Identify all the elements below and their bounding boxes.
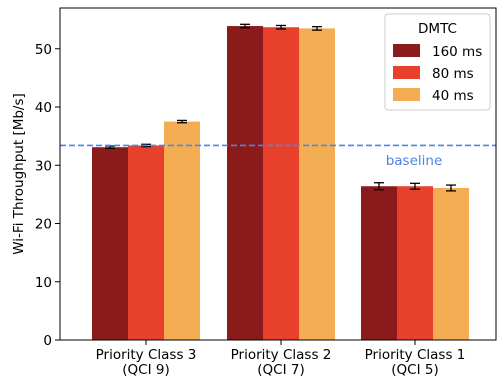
y-tick-label: 0 xyxy=(43,333,52,349)
y-axis-label: Wi-Fi Throughput [Mb/s] xyxy=(11,93,27,255)
y-axis: 0 10 20 30 40 50 xyxy=(35,42,60,349)
bar-40ms-cat3 xyxy=(433,187,469,340)
legend: DMTC 160 ms 80 ms 40 ms xyxy=(384,13,491,111)
bars-layer xyxy=(92,26,469,341)
bar-80ms-cat1 xyxy=(128,145,164,340)
legend-box xyxy=(384,13,491,111)
y-tick-label: 30 xyxy=(35,158,52,174)
plot-frame xyxy=(59,7,497,341)
x-tick-label: (QCI 9) xyxy=(122,362,169,378)
x-tick-label: Priority Class 2 xyxy=(231,347,332,363)
y-tick-label: 20 xyxy=(35,217,52,233)
bar-40ms-cat1 xyxy=(164,121,200,340)
baseline-label: baseline xyxy=(386,153,443,169)
x-axis: Priority Class 3(QCI 9)Priority Class 2(… xyxy=(96,340,466,378)
x-tick-label: (QCI 7) xyxy=(257,362,304,378)
x-tick-label: (QCI 5) xyxy=(391,362,438,378)
x-tick-label: Priority Class 1 xyxy=(365,347,466,363)
bar-80ms-cat2 xyxy=(263,27,299,341)
y-tick-label: 10 xyxy=(35,275,52,291)
y-tick-label: 50 xyxy=(35,42,52,58)
bar-40ms-cat2 xyxy=(299,28,335,341)
legend-swatch xyxy=(393,44,420,57)
bar-160ms-cat1 xyxy=(92,147,128,340)
legend-entry-label: 160 ms xyxy=(432,44,482,60)
bar-80ms-cat3 xyxy=(397,186,433,340)
legend-entry-label: 40 ms xyxy=(432,88,474,104)
x-tick-label: Priority Class 3 xyxy=(96,347,197,363)
legend-title: DMTC xyxy=(418,21,457,37)
bar-160ms-cat3 xyxy=(361,186,397,340)
legend-entry-label: 80 ms xyxy=(432,66,474,82)
errorbars-layer xyxy=(105,23,456,192)
bar-160ms-cat2 xyxy=(227,26,263,340)
y-tick-label: 40 xyxy=(35,100,52,116)
legend-swatch xyxy=(393,88,420,101)
legend-swatch xyxy=(393,66,420,79)
